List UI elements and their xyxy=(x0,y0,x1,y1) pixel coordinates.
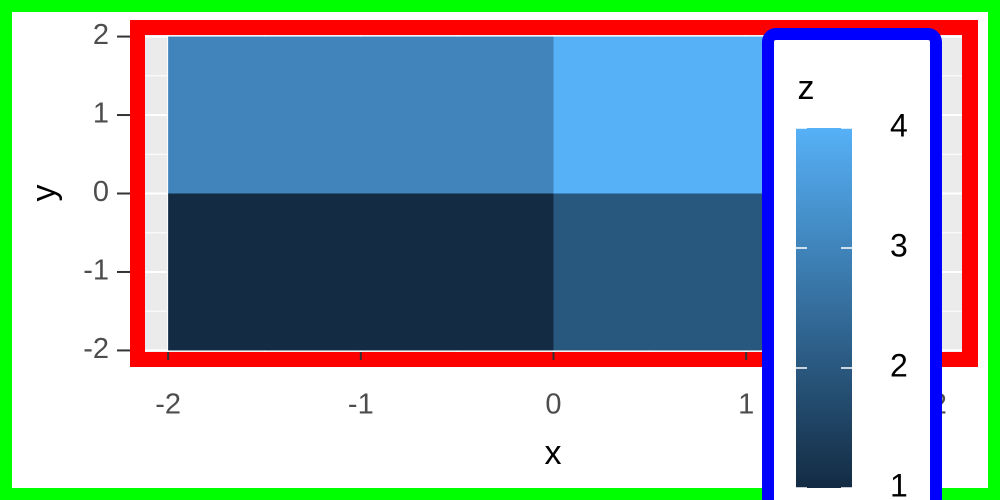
legend-label: 1 xyxy=(890,467,908,500)
legend-label: 3 xyxy=(890,227,908,263)
legend-label: 4 xyxy=(890,107,908,143)
y-tick-label: -2 xyxy=(83,333,109,365)
tile xyxy=(168,36,554,194)
y-axis-title: y xyxy=(25,185,63,202)
x-tick-label: -1 xyxy=(348,389,374,421)
y-tick-label: 2 xyxy=(93,19,109,51)
x-tick-label: 1 xyxy=(738,389,754,421)
x-axis-title: x xyxy=(545,434,562,472)
tile xyxy=(168,193,554,351)
colorbar xyxy=(796,128,852,488)
y-tick-label: 0 xyxy=(93,176,109,208)
x-tick-label: -2 xyxy=(155,389,181,421)
y-tick-label: -1 xyxy=(83,255,109,287)
legend-label: 2 xyxy=(890,347,908,383)
x-tick-label: 0 xyxy=(545,389,561,421)
legend-title: z xyxy=(798,69,815,107)
y-tick-label: 1 xyxy=(93,98,109,130)
